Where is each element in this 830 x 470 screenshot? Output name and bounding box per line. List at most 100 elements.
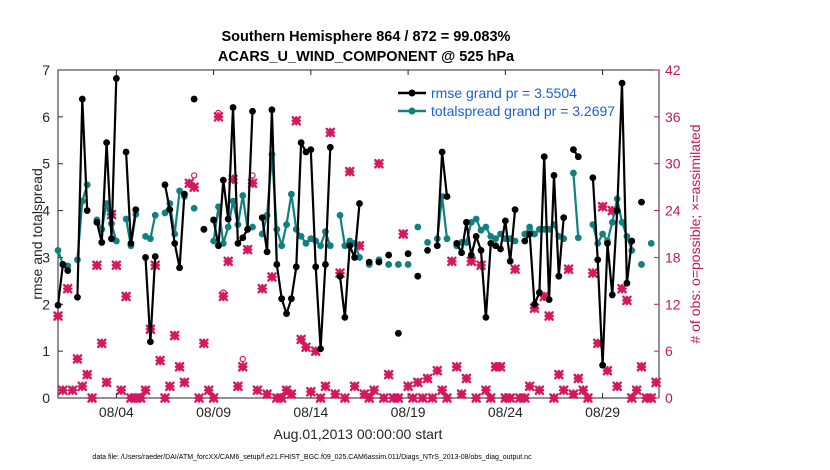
rmse-point xyxy=(555,272,563,280)
rmse-point xyxy=(268,106,276,114)
totalspread-point xyxy=(356,254,363,261)
rmse-point xyxy=(351,254,359,261)
obs-assimilated-marker xyxy=(160,393,170,403)
obs-assimilated-marker xyxy=(432,365,443,376)
rmse-point xyxy=(570,146,577,154)
obs-assimilated-marker xyxy=(72,354,83,364)
y-tick-label: 2 xyxy=(42,296,50,312)
rmse-point xyxy=(424,247,431,254)
obs-assimilated-marker xyxy=(252,385,263,395)
rmse-point xyxy=(341,314,349,321)
obs-assimilated-marker xyxy=(262,389,272,399)
plot-frame xyxy=(57,69,660,399)
rmse-point xyxy=(78,95,86,103)
obs-assimilated-marker xyxy=(539,291,550,302)
obs-assimilated-marker xyxy=(233,381,243,392)
totalspread-point xyxy=(336,211,344,219)
x-tick-label: 08/09 xyxy=(196,404,231,420)
obs-assimilated-marker xyxy=(495,361,506,372)
rmse-point xyxy=(93,218,101,226)
y-right-tick-label: 42 xyxy=(665,62,681,78)
obs-assimilated-marker xyxy=(340,393,350,403)
rmse-point xyxy=(618,79,626,87)
obs-assimilated-marker xyxy=(383,369,394,380)
obs-assimilated-marker xyxy=(208,393,219,403)
obs-assimilated-marker xyxy=(126,393,136,403)
obs-assimilated-marker xyxy=(636,361,647,372)
totalspread-point xyxy=(210,237,217,245)
rmse-point xyxy=(463,218,470,226)
y-axis-label: rmse and totalspread xyxy=(29,168,45,300)
rmse-point xyxy=(623,279,631,287)
obs-assimilated-marker xyxy=(417,393,428,403)
rmse-point xyxy=(146,338,154,346)
rmse-point xyxy=(59,261,67,268)
obs-assimilated-marker xyxy=(87,393,97,403)
obs-assimilated-marker xyxy=(369,385,379,395)
footnote: data file: /Users/raeder/DAI/ATM_forcXX/… xyxy=(92,454,532,461)
rmse-point xyxy=(356,200,363,207)
obs-assimilated-marker xyxy=(228,174,238,185)
obs-assimilated-marker xyxy=(184,178,195,189)
rmse-point xyxy=(258,214,266,222)
obs-assimilated-marker xyxy=(519,393,530,403)
obs-assimilated-marker xyxy=(408,393,418,403)
y-right-tick-label: 30 xyxy=(665,156,681,172)
rmse-point xyxy=(365,258,373,266)
rmse-point xyxy=(74,293,81,301)
x-tick-label: 08/24 xyxy=(488,404,523,420)
rmse-point xyxy=(98,239,106,246)
totalspread-point xyxy=(570,169,577,177)
rmse-point xyxy=(492,242,500,250)
obs-assimilated-marker xyxy=(534,385,545,395)
obs-assimilated-marker xyxy=(67,385,78,395)
rmse-point xyxy=(599,361,606,369)
rmse-point xyxy=(229,104,237,111)
rmse-point xyxy=(394,329,402,337)
rmse-point xyxy=(142,254,149,261)
obs-assimilated-marker xyxy=(456,389,467,399)
y-tick-label: 4 xyxy=(42,203,50,219)
totalspread-point xyxy=(258,230,266,238)
obs-possible-marker xyxy=(220,289,227,296)
obs-assimilated-marker xyxy=(247,178,258,189)
totalspread-point xyxy=(151,211,159,219)
totalspread-point xyxy=(283,221,290,229)
obs-assimilated-marker xyxy=(612,381,622,392)
rmse-point xyxy=(458,249,465,257)
totalspread-point xyxy=(297,232,305,240)
y-tick-label: 7 xyxy=(42,62,50,78)
obs-assimilated-marker xyxy=(121,291,131,302)
totalspread-point xyxy=(433,235,441,243)
obs-assimilated-marker xyxy=(150,260,161,271)
obs-assimilated-marker xyxy=(286,389,297,399)
obs-assimilated-marker xyxy=(199,338,209,349)
chart-subtitle: ACARS_U_WIND_COMPONENT @ 525 hPa xyxy=(218,49,515,65)
rmse-point xyxy=(263,248,271,256)
totalspread-point xyxy=(414,223,422,231)
x-tick-label: 08/14 xyxy=(293,404,328,420)
obs-assimilated-marker xyxy=(388,393,399,403)
obs-assimilated-marker xyxy=(447,256,457,267)
totalspread-point xyxy=(531,230,538,238)
totalspread-point xyxy=(287,190,295,198)
rmse-point xyxy=(322,261,329,268)
rmse-point xyxy=(521,237,529,245)
totalspread-point xyxy=(623,232,631,240)
obs-assimilated-marker xyxy=(651,377,661,388)
rmse-point xyxy=(589,174,597,182)
obs-assimilated-marker xyxy=(602,365,613,376)
obs-assimilated-marker xyxy=(588,268,598,278)
totalspread-point xyxy=(472,215,480,223)
obs-assimilated-marker xyxy=(101,377,112,388)
y-tick-label: 1 xyxy=(42,343,50,359)
rmse-point xyxy=(249,107,256,115)
totalspread-point xyxy=(394,261,402,268)
obs-assimilated-marker xyxy=(378,393,389,403)
rmse-point xyxy=(482,314,490,321)
obs-assimilated-marker xyxy=(165,381,175,392)
rmse-point xyxy=(200,225,208,233)
rmse-point xyxy=(190,95,198,103)
rmse-point xyxy=(64,267,72,274)
